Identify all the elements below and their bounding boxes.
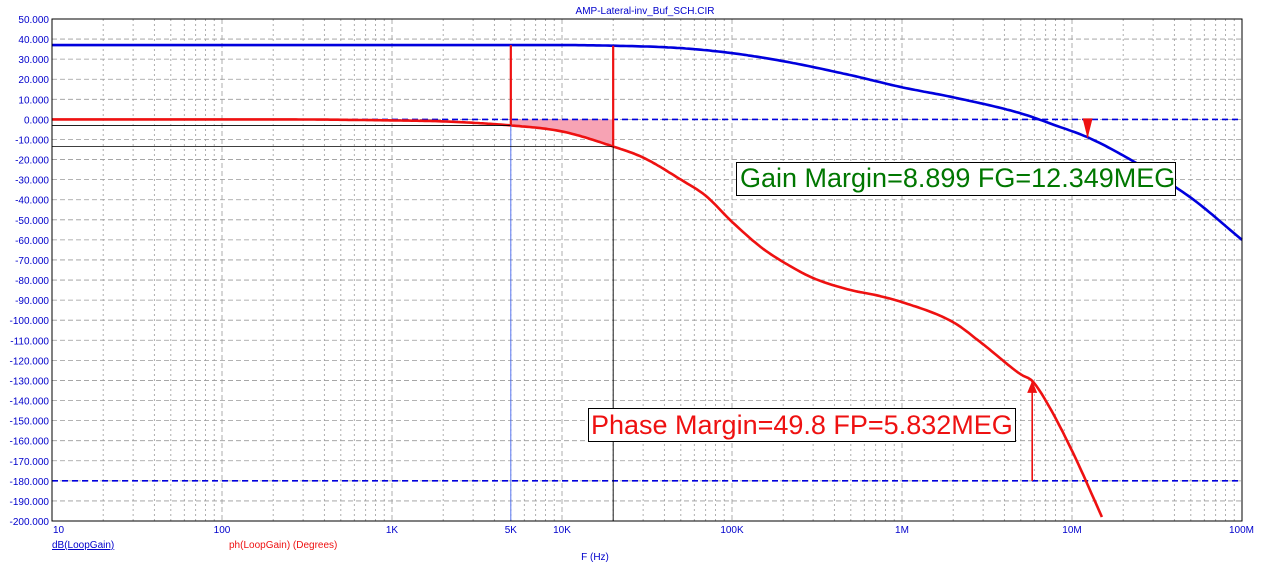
y-tick-label: -200.000 <box>10 517 50 528</box>
y-tick-label: -140.000 <box>10 397 50 408</box>
x-axis-label: F (Hz) <box>581 552 609 563</box>
y-tick-label: -190.000 <box>10 497 50 508</box>
x-tick-label: 1M <box>895 525 909 536</box>
y-tick-label: 50.000 <box>18 15 49 26</box>
y-tick-label: -90.000 <box>15 296 49 307</box>
gain-margin-annotation: Gain Margin=8.899 FG=12.349MEG <box>736 162 1176 196</box>
plot-frame <box>51 18 1243 522</box>
phase-area-fill <box>510 119 614 147</box>
x-tick-label: 100M <box>1229 525 1254 536</box>
y-tick-label: -30.000 <box>15 176 49 187</box>
y-tick-label: -110.000 <box>10 336 49 347</box>
y-tick-label: 20.000 <box>18 75 49 86</box>
legend-gain-label: dB(LoopGain) <box>52 540 114 551</box>
phase-margin-text: Phase Margin=49.8 FP=5.832MEG <box>591 410 1013 440</box>
y-tick-label: 0.000 <box>24 115 49 126</box>
y-tick-label: 10.000 <box>18 95 49 106</box>
x-tick-label: 1K <box>386 525 399 536</box>
y-tick-label: -20.000 <box>15 156 49 167</box>
y-tick-label: 30.000 <box>18 55 49 66</box>
y-tick-label: -70.000 <box>15 256 49 267</box>
phase-margin-arrow-head <box>1027 380 1038 393</box>
y-tick-label: -180.000 <box>10 477 50 488</box>
y-tick-label: -170.000 <box>10 457 50 468</box>
y-tick-label: 40.000 <box>18 35 49 46</box>
grid <box>51 18 1242 522</box>
y-tick-label: -40.000 <box>15 196 49 207</box>
x-tick-label: 10M <box>1062 525 1081 536</box>
margin-markers <box>52 45 1093 521</box>
y-tick-label: -150.000 <box>10 417 50 428</box>
chart-title: AMP-Lateral-inv_Buf_SCH.CIR <box>576 6 715 17</box>
legend-phase-label: ph(LoopGain) (Degrees) <box>229 540 337 551</box>
x-tick-label: 10K <box>553 525 571 536</box>
y-tick-label: -130.000 <box>10 376 50 387</box>
x-tick-label: 100K <box>720 525 744 536</box>
y-tick-label: -10.000 <box>15 135 49 146</box>
x-tick-label: 10 <box>53 525 65 536</box>
y-tick-label: -50.000 <box>15 216 49 227</box>
gain-margin-arrow-head <box>1082 118 1093 139</box>
y-tick-label: -80.000 <box>15 276 49 287</box>
gain-margin-text: Gain Margin=8.899 FG=12.349MEG <box>740 163 1176 193</box>
series <box>52 43 1243 518</box>
x-tick-label: 5K <box>505 525 518 536</box>
y-tick-label: -60.000 <box>15 236 49 247</box>
y-tick-label: -100.000 <box>10 316 50 327</box>
y-tick-label: -160.000 <box>10 437 50 448</box>
reference-lines <box>52 118 1242 482</box>
gain-curve <box>52 43 1243 241</box>
axes: 50.000 40.000 30.000 20.000 10.000 0.000 -10.0… <box>10 15 1254 536</box>
x-tick-label: 100 <box>214 525 231 536</box>
phase-shaded-region <box>510 119 614 147</box>
phase-curve <box>52 118 1104 518</box>
y-tick-label: -120.000 <box>10 356 50 367</box>
phase-margin-annotation: Phase Margin=49.8 FP=5.832MEG <box>588 408 1016 442</box>
